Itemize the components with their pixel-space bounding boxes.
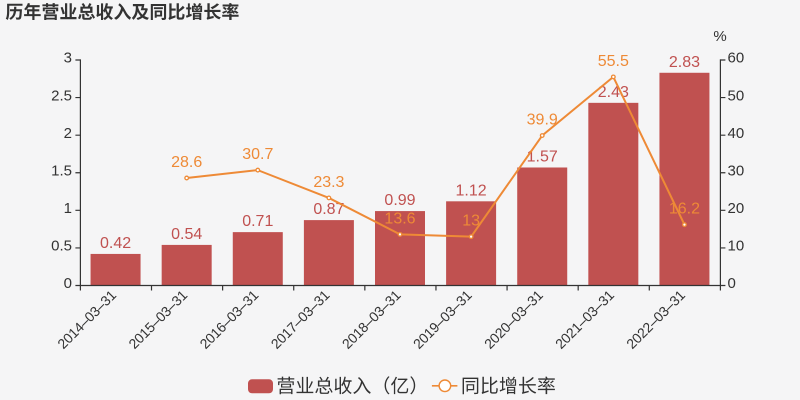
svg-text:13: 13 [462, 213, 480, 230]
svg-text:50: 50 [728, 87, 745, 104]
svg-text:39.9: 39.9 [527, 112, 558, 129]
svg-text:2.5: 2.5 [51, 87, 72, 104]
svg-text:3: 3 [64, 50, 72, 67]
svg-text:23.3: 23.3 [313, 174, 344, 191]
svg-text:1.12: 1.12 [456, 182, 487, 199]
svg-text:60: 60 [728, 50, 745, 67]
svg-text:30: 30 [728, 162, 745, 179]
svg-text:1.57: 1.57 [527, 148, 558, 165]
svg-text:0: 0 [64, 275, 72, 292]
svg-text:0.42: 0.42 [100, 235, 131, 252]
svg-text:55.5: 55.5 [598, 53, 629, 70]
svg-text:0.99: 0.99 [384, 192, 415, 209]
svg-text:0.71: 0.71 [242, 213, 273, 230]
svg-text:40: 40 [728, 125, 745, 142]
svg-text:28.6: 28.6 [171, 154, 202, 171]
svg-text:2.43: 2.43 [598, 84, 629, 101]
svg-text:0.54: 0.54 [171, 226, 202, 243]
svg-text:0: 0 [728, 275, 736, 292]
svg-text:1: 1 [64, 200, 72, 217]
svg-text:0.5: 0.5 [51, 238, 72, 255]
svg-text:1.5: 1.5 [51, 162, 72, 179]
svg-text:10: 10 [728, 238, 745, 255]
svg-text:%: % [713, 28, 726, 45]
svg-text:20: 20 [728, 200, 745, 217]
svg-text:13.6: 13.6 [384, 210, 415, 227]
svg-text:0.87: 0.87 [313, 201, 344, 218]
svg-text:30.7: 30.7 [242, 146, 273, 163]
svg-text:2: 2 [64, 125, 72, 142]
svg-text:16.2: 16.2 [669, 201, 700, 218]
svg-text:2.83: 2.83 [669, 54, 700, 71]
